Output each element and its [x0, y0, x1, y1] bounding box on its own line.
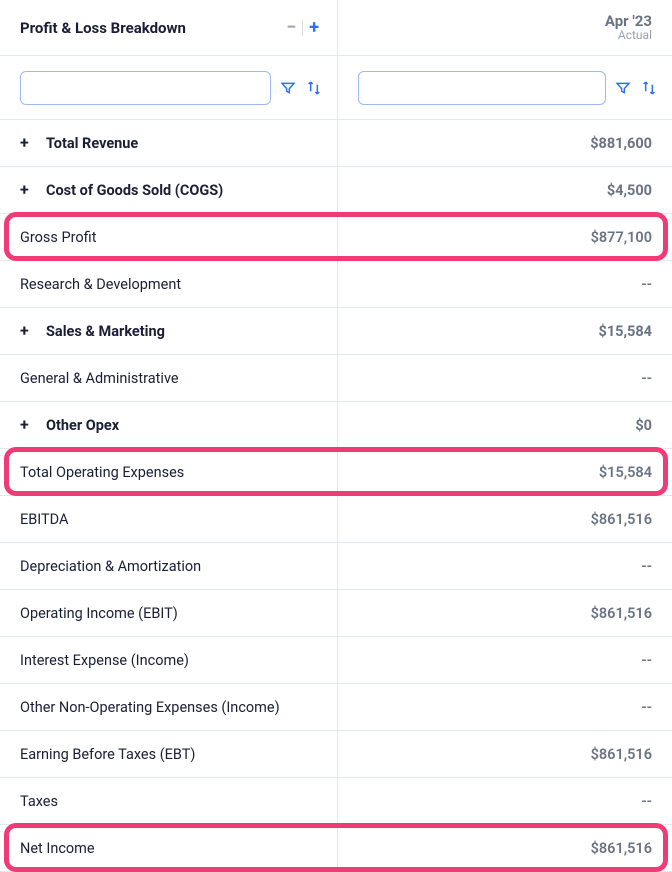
row-value: $877,100 — [338, 214, 672, 260]
row-label: Interest Expense (Income) — [20, 652, 189, 669]
collapse-all-button[interactable]: − — [286, 17, 296, 38]
collapse-controls: − + — [286, 17, 319, 38]
row-label-cell: Taxes — [0, 778, 338, 824]
sort-icon[interactable] — [305, 79, 323, 97]
period-sublabel: Actual — [618, 29, 652, 42]
table-row: Gross Profit $877,100 — [0, 214, 672, 261]
row-value: $861,516 — [338, 496, 672, 542]
row-value: $861,516 — [338, 825, 672, 871]
row-value: -- — [338, 637, 672, 683]
row-label-cell: Net Income — [0, 825, 338, 871]
table-row: Depreciation & Amortization -- — [0, 543, 672, 590]
divider — [302, 20, 303, 36]
table-row: + Total Revenue $881,600 — [0, 120, 672, 167]
row-value: -- — [338, 355, 672, 401]
row-value: $15,584 — [338, 308, 672, 354]
row-label-cell: + Cost of Goods Sold (COGS) — [0, 167, 338, 213]
table-row: + Sales & Marketing $15,584 — [0, 308, 672, 355]
row-label: Other Opex — [46, 417, 119, 434]
row-label: Depreciation & Amortization — [20, 558, 201, 575]
table-row: Net Income $861,516 — [0, 825, 672, 872]
filter-icon[interactable] — [614, 79, 632, 97]
row-label: General & Administrative — [20, 370, 179, 387]
row-label-cell: + Other Opex — [0, 402, 338, 448]
expand-row-button[interactable]: + — [20, 417, 34, 433]
row-label-cell: + Sales & Marketing — [0, 308, 338, 354]
row-label-cell: Depreciation & Amortization — [0, 543, 338, 589]
row-label-cell: Research & Development — [0, 261, 338, 307]
row-label: Operating Income (EBIT) — [20, 605, 178, 622]
filter-cell-right — [338, 56, 672, 119]
table-row: + Other Opex $0 — [0, 402, 672, 449]
filter-icon[interactable] — [279, 79, 297, 97]
row-value: -- — [338, 543, 672, 589]
row-label: Net Income — [20, 840, 95, 857]
row-label: Earning Before Taxes (EBT) — [20, 746, 195, 763]
row-value: $861,516 — [338, 590, 672, 636]
row-value: $15,584 — [338, 449, 672, 495]
rows-container: + Total Revenue $881,600 + Cost of Goods Sol… — [0, 120, 672, 872]
header: Profit & Loss Breakdown − + Apr '23 Actu… — [0, 0, 672, 56]
header-right: Apr '23 Actual — [338, 0, 672, 55]
row-label-cell: General & Administrative — [0, 355, 338, 401]
table-row: Other Non-Operating Expenses (Income) -- — [0, 684, 672, 731]
row-value: $0 — [338, 402, 672, 448]
row-label-cell: Total Operating Expenses — [0, 449, 338, 495]
period-label: Apr '23 — [605, 13, 652, 30]
table-row: Earning Before Taxes (EBT) $861,516 — [0, 731, 672, 778]
row-label-cell: Other Non-Operating Expenses (Income) — [0, 684, 338, 730]
search-input-right[interactable] — [358, 71, 606, 105]
filter-bar — [0, 56, 672, 120]
row-value: -- — [338, 261, 672, 307]
row-label-cell: EBITDA — [0, 496, 338, 542]
row-label-cell: Operating Income (EBIT) — [0, 590, 338, 636]
expand-row-button[interactable]: + — [20, 182, 34, 198]
table-row: Research & Development -- — [0, 261, 672, 308]
expand-all-button[interactable]: + — [309, 17, 319, 38]
row-value: $881,600 — [338, 120, 672, 166]
row-label-cell: Gross Profit — [0, 214, 338, 260]
row-value: -- — [338, 778, 672, 824]
search-input-left[interactable] — [20, 71, 271, 105]
row-label-cell: Earning Before Taxes (EBT) — [0, 731, 338, 777]
row-value: -- — [338, 684, 672, 730]
row-label: Cost of Goods Sold (COGS) — [46, 182, 223, 199]
table-row: + Cost of Goods Sold (COGS) $4,500 — [0, 167, 672, 214]
table-row: Operating Income (EBIT) $861,516 — [0, 590, 672, 637]
table-row: EBITDA $861,516 — [0, 496, 672, 543]
page-title: Profit & Loss Breakdown — [20, 19, 186, 37]
table-row: Taxes -- — [0, 778, 672, 825]
row-label-cell: Interest Expense (Income) — [0, 637, 338, 683]
expand-row-button[interactable]: + — [20, 135, 34, 151]
row-label: Gross Profit — [20, 229, 96, 246]
row-label: Other Non-Operating Expenses (Income) — [20, 699, 280, 716]
table-row: General & Administrative -- — [0, 355, 672, 402]
table-row: Total Operating Expenses $15,584 — [0, 449, 672, 496]
filter-cell-left — [0, 56, 338, 119]
header-left: Profit & Loss Breakdown − + — [0, 0, 338, 55]
row-value: $861,516 — [338, 731, 672, 777]
row-label: EBITDA — [20, 511, 69, 528]
row-label: Taxes — [20, 793, 58, 810]
row-label: Total Revenue — [46, 135, 138, 152]
row-label: Sales & Marketing — [46, 323, 165, 340]
row-value: $4,500 — [338, 167, 672, 213]
row-label-cell: + Total Revenue — [0, 120, 338, 166]
row-label: Research & Development — [20, 276, 181, 293]
sort-icon[interactable] — [640, 79, 658, 97]
expand-row-button[interactable]: + — [20, 323, 34, 339]
table-row: Interest Expense (Income) -- — [0, 637, 672, 684]
row-label: Total Operating Expenses — [20, 464, 184, 481]
